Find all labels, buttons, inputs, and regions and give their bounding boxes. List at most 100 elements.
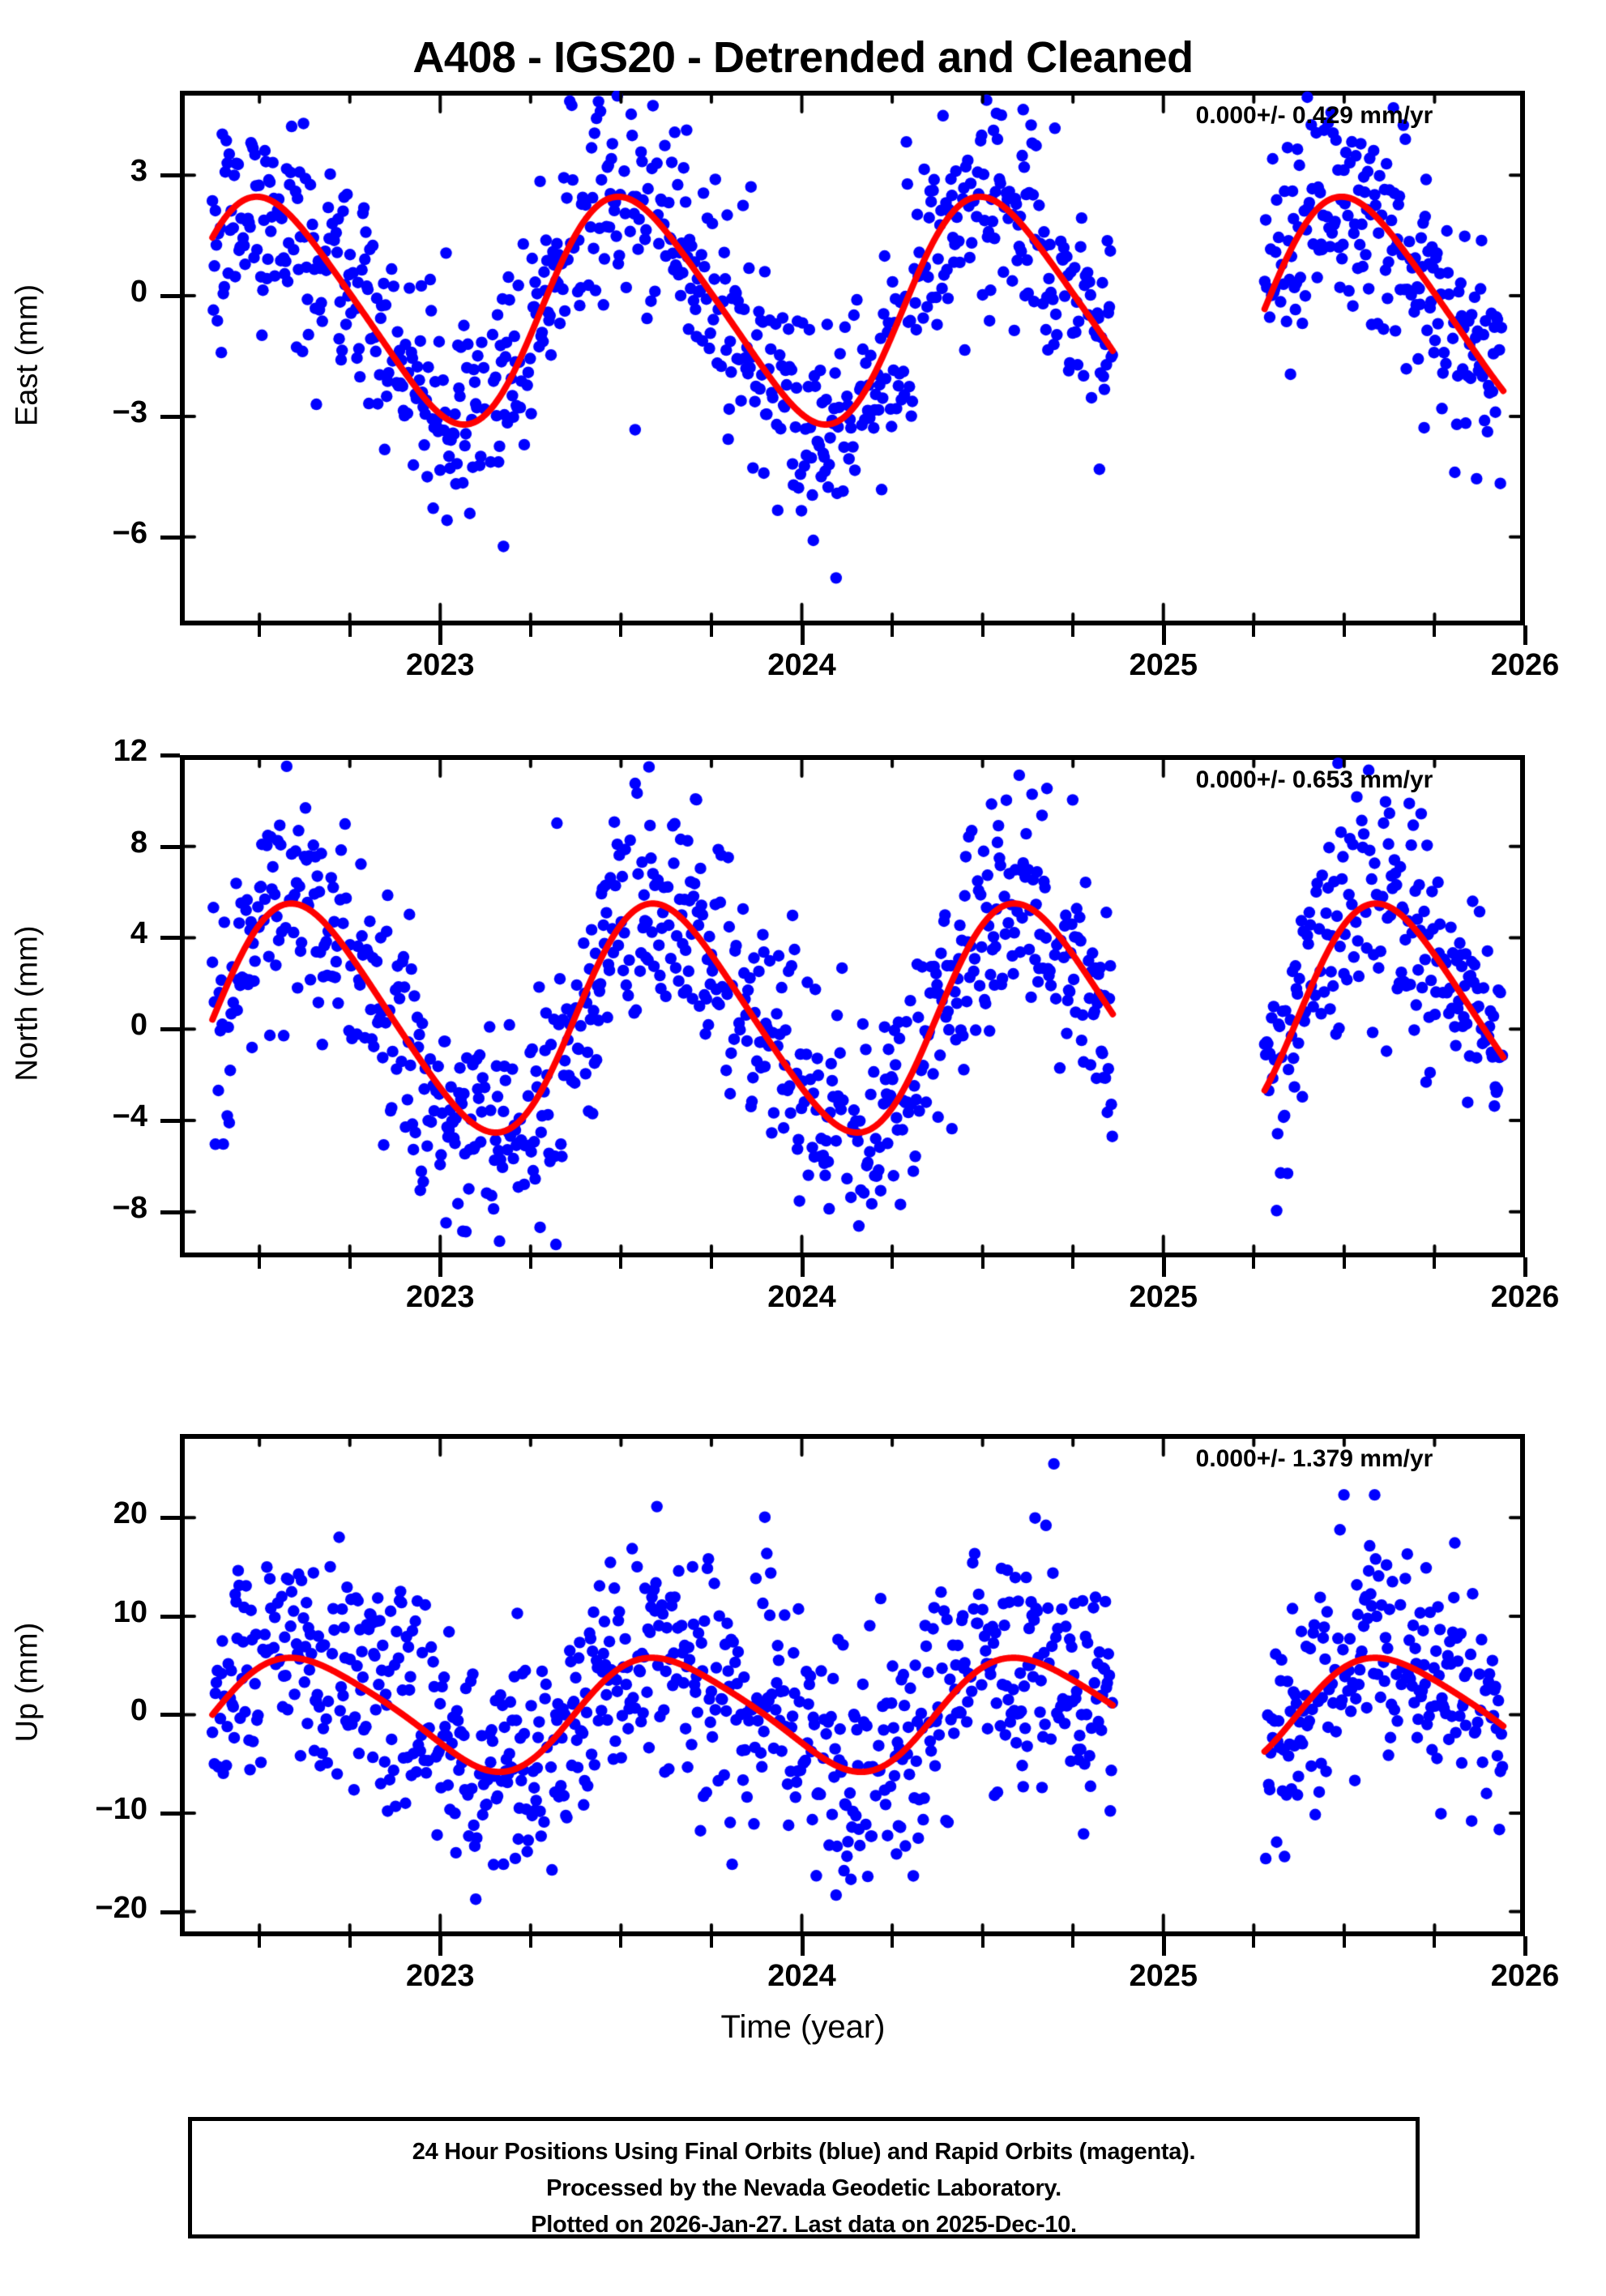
y-tick-label-east-3: −6 — [112, 515, 147, 550]
x-minor-tick-mark — [258, 1936, 262, 1948]
y-tick-label-north-2: 4 — [130, 916, 147, 951]
y-tick-mark — [160, 414, 180, 419]
x-minor-tick-mark — [258, 1257, 262, 1269]
x-tick-mark — [1161, 625, 1166, 645]
x-minor-tick-mark — [1252, 1936, 1256, 1948]
x-minor-tick-mark — [709, 1936, 713, 1948]
y-tick-label-north-1: 8 — [130, 825, 147, 860]
x-tick-mark — [1523, 1257, 1527, 1277]
page-title: A408 - IGS20 - Detrended and Cleaned — [412, 33, 1194, 82]
x-tick-label-up-0: 2023 — [406, 1959, 475, 1993]
y-tick-label-north-0: 12 — [113, 734, 147, 768]
y-tick-mark — [160, 844, 180, 849]
y-tick-label-up-1: 10 — [113, 1594, 147, 1629]
y-tick-mark — [160, 1118, 180, 1123]
x-minor-tick-mark — [1252, 625, 1256, 637]
x-minor-tick-mark — [1433, 625, 1437, 637]
x-minor-tick-mark — [528, 625, 532, 637]
y-tick-label-up-2: 0 — [130, 1693, 147, 1728]
x-minor-tick-mark — [1071, 1257, 1075, 1269]
caption-line-3: Plotted on 2026-Jan-27. Last data on 202… — [531, 2212, 1077, 2238]
x-tick-label-north-1: 2024 — [767, 1280, 836, 1314]
y-tick-mark — [160, 1812, 180, 1816]
y-tick-label-north-5: −8 — [112, 1190, 147, 1225]
x-tick-label-north-2: 2025 — [1129, 1280, 1198, 1314]
x-tick-label-east-0: 2023 — [406, 648, 475, 682]
y-axis-title-north: North (mm) — [10, 925, 45, 1082]
x-minor-tick-mark — [1342, 625, 1346, 637]
caption-line-2: Processed by the Nevada Geodetic Laborat… — [546, 2175, 1061, 2201]
x-minor-tick-mark — [258, 625, 262, 637]
x-tick-label-east-2: 2025 — [1129, 648, 1198, 682]
x-minor-tick-mark — [348, 1936, 352, 1948]
x-tick-label-east-1: 2024 — [767, 648, 836, 682]
x-minor-tick-mark — [1252, 1257, 1256, 1269]
x-minor-tick-mark — [1342, 1936, 1346, 1948]
y-tick-label-east-0: 3 — [130, 154, 147, 189]
x-tick-label-north-0: 2023 — [406, 1280, 475, 1314]
plot-canvas-east — [180, 91, 1525, 625]
y-tick-mark — [160, 1713, 180, 1718]
x-minor-tick-mark — [1342, 1257, 1346, 1269]
y-tick-label-east-1: 0 — [130, 275, 147, 309]
y-tick-label-east-2: −3 — [112, 395, 147, 429]
y-tick-mark — [160, 535, 180, 540]
x-minor-tick-mark — [709, 625, 713, 637]
x-minor-tick-mark — [528, 1257, 532, 1269]
panel-north — [180, 755, 1525, 1257]
x-minor-tick-mark — [709, 1257, 713, 1269]
x-axis-title: Time (year) — [720, 2009, 886, 2045]
x-tick-label-up-1: 2024 — [767, 1959, 836, 1993]
y-tick-mark — [160, 1910, 180, 1914]
y-axis-title-east: East (mm) — [10, 284, 45, 427]
y-tick-label-up-3: −10 — [95, 1792, 147, 1827]
y-tick-mark — [160, 1210, 180, 1214]
x-tick-mark — [800, 1257, 805, 1277]
x-tick-mark — [1523, 1936, 1527, 1956]
x-minor-tick-mark — [1433, 1936, 1437, 1948]
x-tick-label-up-2: 2025 — [1129, 1959, 1198, 1993]
x-minor-tick-mark — [1071, 625, 1075, 637]
plot-canvas-up — [180, 1434, 1525, 1936]
y-tick-label-up-4: −20 — [95, 1890, 147, 1925]
y-tick-mark — [160, 1516, 180, 1521]
x-minor-tick-mark — [619, 1936, 623, 1948]
y-tick-mark — [160, 753, 180, 758]
x-tick-mark — [438, 625, 443, 645]
x-tick-mark — [438, 1936, 443, 1956]
x-minor-tick-mark — [980, 1936, 985, 1948]
x-tick-mark — [1161, 1936, 1166, 1956]
plot-canvas-north — [180, 755, 1525, 1257]
x-tick-mark — [1161, 1257, 1166, 1277]
rate-label-up: 0.000+/- 1.379 mm/yr — [1195, 1445, 1433, 1472]
x-minor-tick-mark — [891, 1936, 895, 1948]
x-minor-tick-mark — [1433, 1257, 1437, 1269]
y-tick-mark — [160, 1614, 180, 1619]
y-tick-label-north-3: 0 — [130, 1008, 147, 1043]
x-tick-mark — [1523, 625, 1527, 645]
x-minor-tick-mark — [891, 1257, 895, 1269]
y-tick-mark — [160, 173, 180, 178]
x-minor-tick-mark — [1071, 1936, 1075, 1948]
x-tick-label-north-3: 2026 — [1490, 1280, 1560, 1314]
x-tick-label-up-3: 2026 — [1490, 1959, 1560, 1993]
caption-box: 24 Hour Positions Using Final Orbits (bl… — [188, 2117, 1420, 2238]
rate-label-north: 0.000+/- 0.653 mm/yr — [1195, 766, 1433, 793]
x-tick-mark — [800, 1936, 805, 1956]
x-minor-tick-mark — [891, 625, 895, 637]
rate-label-east: 0.000+/- 0.429 mm/yr — [1195, 102, 1433, 129]
x-tick-label-east-3: 2026 — [1490, 648, 1560, 682]
y-tick-mark — [160, 1027, 180, 1032]
y-tick-mark — [160, 294, 180, 299]
x-minor-tick-mark — [348, 1257, 352, 1269]
x-minor-tick-mark — [348, 625, 352, 637]
x-minor-tick-mark — [528, 1936, 532, 1948]
y-tick-label-up-0: 20 — [113, 1496, 147, 1531]
y-axis-title-up: Up (mm) — [10, 1622, 45, 1743]
y-tick-label-north-4: −4 — [112, 1099, 147, 1133]
y-tick-mark — [160, 936, 180, 941]
x-minor-tick-mark — [980, 625, 985, 637]
panel-east — [180, 91, 1525, 625]
x-minor-tick-mark — [619, 1257, 623, 1269]
